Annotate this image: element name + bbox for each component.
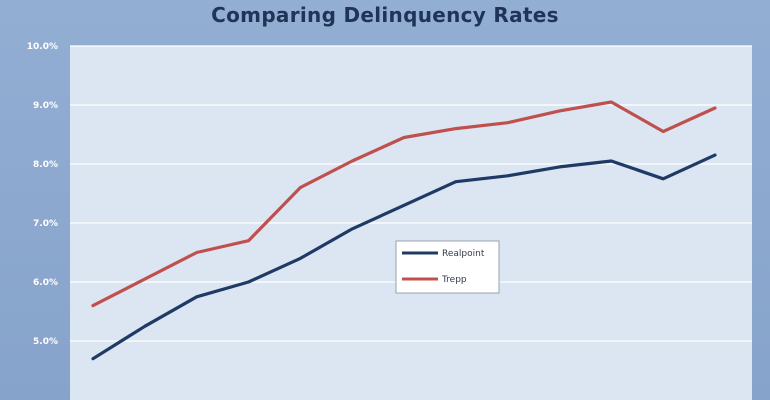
y-tick-label: 8.0% <box>33 160 58 170</box>
legend-box <box>395 240 500 294</box>
y-tick-label: 10.0% <box>27 42 58 52</box>
legend: Realpoint Trepp <box>395 240 500 294</box>
y-tick-label: 5.0% <box>33 337 58 347</box>
y-tick-label: 6.0% <box>33 278 58 288</box>
legend-label-realpoint: Realpoint <box>442 249 485 259</box>
y-axis-tick-labels: 5.0% 6.0% 7.0% 8.0% 9.0% 10.0% <box>27 42 58 347</box>
series-lines <box>91 100 717 361</box>
gridlines <box>70 45 752 342</box>
chart-title: Comparing Delinquency Rates <box>211 3 559 27</box>
y-tick-label: 9.0% <box>33 101 58 111</box>
y-tick-label: 7.0% <box>33 219 58 229</box>
legend-label-trepp: Trepp <box>441 275 467 285</box>
